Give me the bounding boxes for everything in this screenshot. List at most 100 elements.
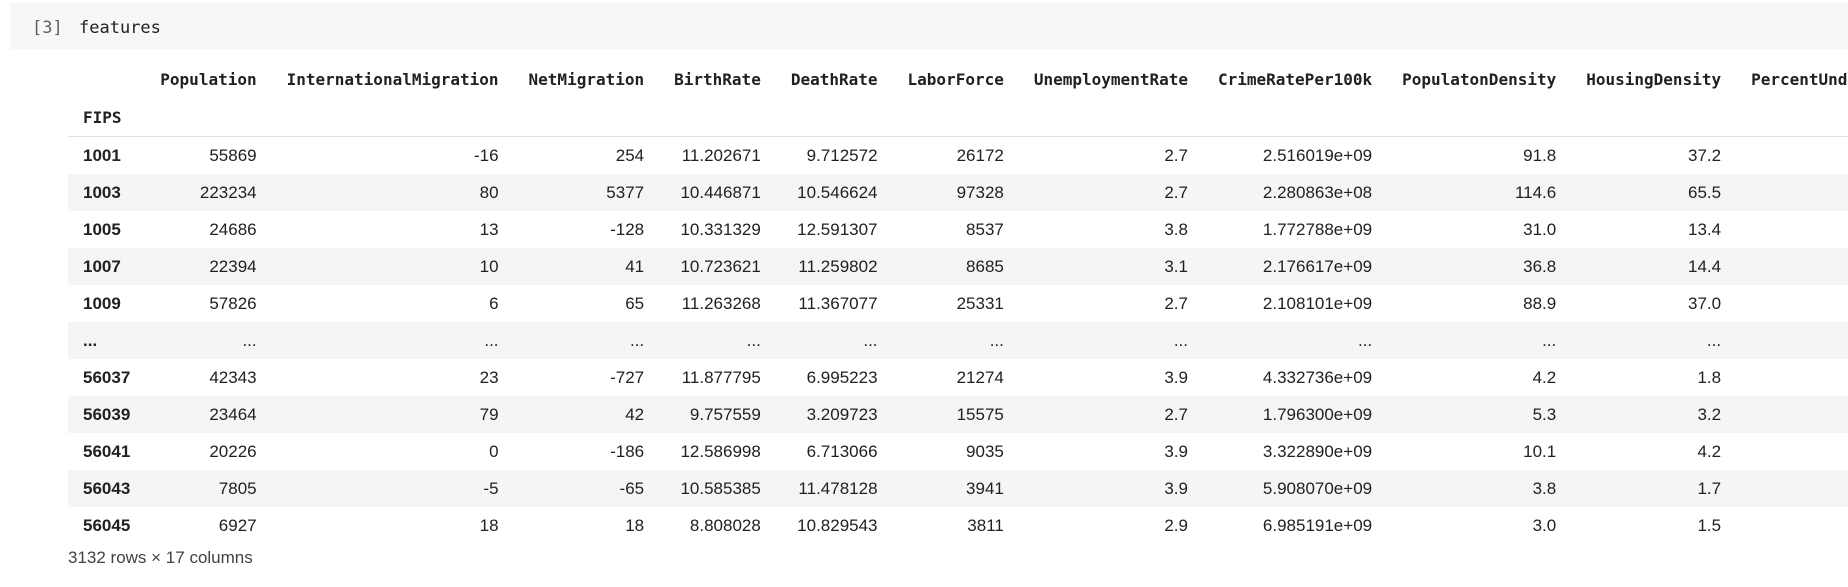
table-cell: 2.7	[1164, 404, 1188, 424]
table-cell: 12.586998	[680, 441, 761, 461]
table-cell: 65.5	[1688, 182, 1722, 202]
table-cell: 3.8	[1164, 219, 1188, 239]
table-cell: 91.8	[1387, 136, 1572, 174]
table-cell: 41	[625, 256, 645, 276]
table-cell: 1.796300e+09	[1262, 404, 1373, 424]
table-cell: 20226	[209, 441, 257, 461]
table-cell: 2.176617e+09	[1262, 256, 1373, 276]
column-header: PercentUnderDiploma	[1751, 69, 1848, 89]
table-cell: 9.712572	[775, 136, 893, 174]
table-cell: 2.7	[1164, 293, 1188, 313]
row-index: 1003	[83, 182, 121, 202]
table-cell: 3.9	[1164, 478, 1188, 498]
column-header: CrimeRatePer100k	[1217, 69, 1373, 89]
table-row: 1005 24686 13 -128 10.331329 12.591307 8537 3.8…	[68, 211, 1848, 248]
column-header: Population	[160, 69, 257, 89]
table-cell: 10.585385	[680, 478, 761, 498]
table-cell: 9035	[966, 441, 1004, 461]
table-cell: 24686	[209, 219, 257, 239]
table-cell: 31.0	[1523, 219, 1557, 239]
table-cell: ...	[1173, 330, 1188, 350]
table-cell: 22394	[209, 256, 257, 276]
index-name: FIPS	[83, 107, 122, 127]
table-cell: 4.2	[1532, 367, 1557, 387]
column-header: BirthRate	[674, 69, 761, 89]
table-cell: 25331	[956, 293, 1004, 313]
table-cell: ...	[863, 330, 878, 350]
table-cell: 42	[625, 404, 645, 424]
table-cell: 6927	[218, 515, 257, 535]
row-index: 56043	[83, 478, 131, 498]
column-header: InternationalMigration	[286, 69, 499, 89]
table-cell: 10.446871	[680, 182, 761, 202]
table-cell: 7805	[218, 478, 257, 498]
table-cell: 3941	[966, 478, 1004, 498]
row-index: 1005	[83, 219, 121, 239]
table-cell: 97328	[956, 182, 1004, 202]
execution-count: [3]	[32, 18, 63, 38]
table-cell: 88.9	[1523, 293, 1557, 313]
table-cell: ...	[746, 330, 761, 350]
table-cell: 42343	[209, 367, 257, 387]
table-cell: 23	[479, 367, 499, 387]
table-cell: 2.108101e+09	[1262, 293, 1373, 313]
column-header-row: Population InternationalMigration NetMigra…	[68, 60, 1848, 98]
table-cell: 9.0	[1736, 359, 1848, 396]
table-cell: ...	[629, 330, 645, 350]
table-body: 1001 55869 -16 254 11.202671 9.712572 26172 2.7…	[68, 136, 1848, 545]
table-row: 1007 22394 10 41 10.723621 11.259802 8685 3.1 2.…	[68, 248, 1848, 285]
table-cell: 5.3	[1532, 404, 1557, 424]
column-header: HousingDensity	[1586, 69, 1722, 89]
table-cell: 3.1	[1164, 256, 1188, 276]
table-cell: 11.202671	[659, 136, 776, 174]
table-cell: 15575	[956, 404, 1004, 424]
table-cell: 3.9	[1164, 367, 1188, 387]
table-cell: -128	[610, 219, 645, 239]
column-header: DeathRate	[790, 69, 878, 89]
index-header-blank	[68, 60, 145, 98]
table-cell: 8685	[966, 256, 1004, 276]
table-cell: 7.8	[1736, 507, 1848, 544]
table-cell: 55869	[145, 136, 272, 174]
column-header: PopulatonDensity	[1402, 69, 1557, 89]
table-cell: 79	[479, 404, 499, 424]
table-cell: ...	[242, 330, 257, 350]
table-cell: 11.263268	[681, 293, 761, 313]
table-cell: 3.2	[1697, 404, 1722, 424]
code-text[interactable]: features	[79, 18, 161, 38]
table-cell: 37.0	[1688, 293, 1722, 313]
table-cell: 6.713066	[806, 441, 878, 461]
table-cell: 10.331329	[680, 219, 761, 239]
table-cell: 114.6	[1514, 182, 1557, 202]
table-cell: 4.332736e+09	[1262, 367, 1373, 387]
table-cell: 80	[479, 182, 499, 202]
table-cell: 5.6	[1736, 396, 1848, 433]
table-cell: 3.0	[1532, 515, 1557, 535]
table-cell: 2.516019e+09	[1202, 136, 1388, 174]
row-index: 1001	[68, 136, 146, 174]
dataframe-shape: 3132 rows × 17 columns	[68, 548, 253, 567]
table-cell: -5	[483, 478, 499, 498]
code-cell-input[interactable]: [3] features	[10, 3, 1848, 49]
table-cell: 10.829543	[797, 515, 878, 535]
table-cell: 23464	[209, 404, 257, 424]
table-row: 56043 7805 -5 -65 10.585385 11.478128 3941 3.9 5…	[68, 470, 1848, 507]
table-cell: 16.8	[1736, 248, 1848, 285]
table-cell: 2.9	[1164, 515, 1188, 535]
table-cell: 6	[489, 293, 499, 313]
table-cell: 2.7	[1018, 136, 1203, 174]
table-cell: 18	[479, 515, 499, 535]
table-row: 1009 57826 6 65 11.263268 11.367077 25331 2.7 2.…	[68, 285, 1848, 322]
table-row: 56045 6927 18 18 8.808028 10.829543 3811 2.9 6.9…	[68, 507, 1848, 544]
table-cell: 27.0	[1736, 211, 1848, 248]
table-cell: 37.2	[1571, 136, 1737, 174]
row-index: 1009	[83, 293, 121, 313]
table-cell: -16	[271, 136, 514, 174]
table-cell: 9.757559	[689, 404, 761, 424]
table-cell: 14.4	[1688, 256, 1722, 276]
table-cell: 1.8	[1697, 367, 1722, 387]
table-cell: -186	[610, 441, 645, 461]
cell-output: Population InternationalMigration NetMigra…	[68, 60, 1848, 550]
table-row: 1001 55869 -16 254 11.202671 9.712572 26172 2.7…	[68, 136, 1848, 174]
table-cell: 36.8	[1523, 256, 1557, 276]
